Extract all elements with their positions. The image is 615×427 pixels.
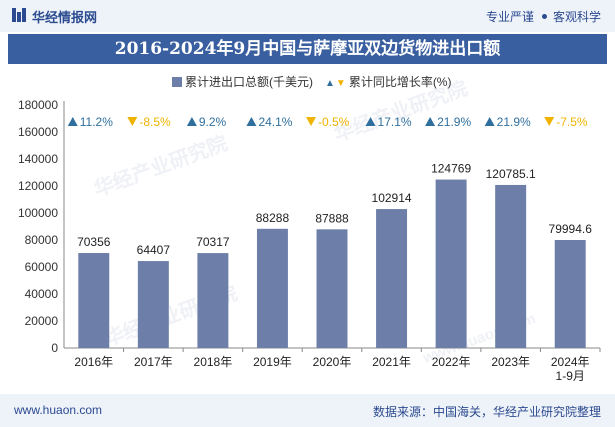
legend-item-total: 累计进出口总额(千美元) [172,73,313,90]
triangle-up-icon: ▲ [325,78,335,89]
tagline-2: 客观科学 [552,10,601,24]
x-tick-label: 2022年 [432,355,471,369]
bar [554,240,586,348]
chart-area: 0 20000 40000 60000 80000 100000 120000 140000 1… [18,98,601,383]
y-tick-label: 120000 [18,179,58,193]
bar [435,179,467,348]
growth-value-label: 17.1% [378,115,412,129]
footer-bar: www.huaon.com 数据来源：中国海关，华经产业研究院整理 [0,394,615,427]
bar [256,228,288,348]
bar-value-label: 64407 [137,243,171,257]
y-tick-label: 100000 [18,206,58,220]
legend-swatch-bar [172,77,182,87]
bar-value-label: 87888 [315,211,349,225]
x-tick-label: 2016年 [74,355,113,369]
x-tick-label: 2019年 [253,355,292,369]
x-tick-label: 2023年 [491,355,530,369]
growth-up-marker [365,117,376,126]
top-bar: 华经情报网 专业严谨 客观科学 [0,0,615,32]
x-tick-label: 2018年 [194,355,233,369]
y-tick-label: 0 [51,341,58,355]
x-tick-label: 2017年 [134,355,173,369]
growth-up-marker [484,117,495,126]
bar [495,184,527,348]
y-tick-label: 40000 [25,287,59,301]
growth-value-label: 21.9% [437,115,471,129]
tagline: 专业严谨 客观科学 [486,8,601,25]
x-tick-label: 2024年 [551,355,590,369]
bar [197,253,229,348]
title-bar: 2016-2024年9月中国与萨摩亚双边货物进出口额 [8,34,607,64]
bar-value-label: 70356 [77,235,111,249]
bar [316,229,348,348]
bar-value-label: 88288 [256,211,290,225]
y-tick-label: 20000 [25,314,59,328]
growth-up-marker [186,117,197,126]
growth-value-label: 21.9% [497,115,531,129]
legend: 累计进出口总额(千美元) ▲▼ 累计同比增长率(%) [0,70,615,90]
bar-value-label: 124769 [431,162,471,176]
tagline-1: 专业严谨 [485,10,534,24]
bar [137,261,169,348]
bar [376,209,408,348]
x-tick-label: 2020年 [313,355,352,369]
growth-value-label: -0.5% [318,115,350,129]
legend-item-growth: ▲▼ 累计同比增长率(%) [325,73,451,90]
y-tick-label: 180000 [18,98,58,112]
bar-value-label: 70317 [196,235,230,249]
bar [78,253,110,348]
dot-icon [541,14,547,19]
growth-value-label: 11.2% [80,115,113,129]
bar-value-label: 120785.1 [486,167,536,181]
growth-down-marker [544,117,555,126]
x-tick-label: 2021年 [372,355,411,369]
bar-value-label: 79994.6 [549,222,593,236]
y-tick-label: 160000 [18,125,58,139]
growth-up-marker [67,117,78,126]
growth-value-label: -8.5% [139,115,171,129]
y-tick-label: 140000 [18,152,58,166]
data-source: 数据来源：中国海关，华经产业研究院整理 [372,405,601,419]
growth-down-marker [127,117,138,126]
y-tick-label: 60000 [25,260,59,274]
x-tick-label: 1-9月 [556,369,585,383]
legend-label-total: 累计进出口总额(千美元) [185,75,313,89]
y-tick-label: 80000 [25,233,59,247]
growth-value-label: 9.2% [199,115,227,129]
bar-value-label: 102914 [372,191,412,205]
triangle-down-icon: ▼ [335,78,346,89]
legend-label-growth: 累计同比增长率(%) [348,75,452,89]
growth-up-marker [425,117,436,126]
growth-value-label: 24.1% [258,115,292,129]
growth-value-label: -7.5% [556,115,588,129]
logo-icon [12,8,26,22]
site-url: www.huaon.com [14,403,103,417]
chart-title: 2016-2024年9月中国与萨摩亚双边货物进出口额 [114,39,501,59]
growth-down-marker [306,117,316,126]
growth-up-marker [246,117,257,126]
brand-name: 华经情报网 [32,10,98,25]
